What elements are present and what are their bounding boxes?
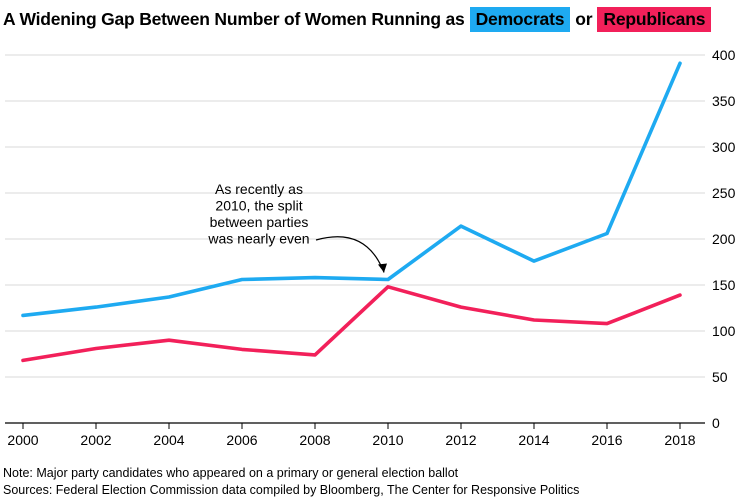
republicans-legend-label: Republicans [597, 6, 712, 32]
y-tick-label-350: 350 [712, 93, 736, 109]
x-tick-label-2016: 2016 [591, 432, 622, 448]
x-tick-label-2004: 2004 [153, 432, 184, 448]
y-tick-label-400: 400 [712, 47, 736, 63]
footer-note: Note: Major party candidates who appeare… [3, 466, 459, 480]
democrats-legend-label: Democrats [469, 6, 571, 32]
x-tick-label-2000: 2000 [7, 432, 38, 448]
x-tick-label-2008: 2008 [299, 432, 330, 448]
annotation-line-2: 2010, the split [215, 198, 302, 214]
y-tick-label-0: 0 [712, 415, 720, 431]
footer-sources: Sources: Federal Election Commission dat… [3, 483, 580, 497]
annotation-line-4: was nearly even [207, 231, 309, 247]
title-prefix: A Widening Gap Between Number of Women R… [3, 8, 465, 29]
annotation-arrow [315, 236, 385, 273]
annotation-line-1: As recently as [215, 181, 303, 197]
y-tick-label-100: 100 [712, 323, 736, 339]
y-axis-tick-labels: 0 50 100 150 200 250 300 350 400 [712, 47, 736, 431]
x-tick-label-2014: 2014 [518, 432, 549, 448]
chart-title: A Widening Gap Between Number of Women R… [3, 6, 712, 32]
x-tick-label-2012: 2012 [445, 432, 476, 448]
annotation-line-3: between parties [210, 214, 309, 230]
y-tick-label-200: 200 [712, 231, 736, 247]
series-line-democrats [21, 61, 682, 318]
series-lines [21, 61, 682, 363]
y-tick-label-250: 250 [712, 185, 736, 201]
x-tick-label-2010: 2010 [372, 432, 403, 448]
title-connector: or [575, 8, 593, 29]
series-line-republicans [21, 284, 682, 363]
annotation-arrowhead [378, 263, 387, 273]
x-tick-label-2002: 2002 [80, 432, 111, 448]
gridlines [5, 54, 705, 378]
x-tick-label-2018: 2018 [664, 432, 695, 448]
y-tick-label-50: 50 [712, 369, 728, 385]
x-tick-label-2006: 2006 [226, 432, 257, 448]
y-tick-label-300: 300 [712, 139, 736, 155]
y-tick-label-150: 150 [712, 277, 736, 293]
x-axis: 2000 2002 2004 2006 2008 2010 2012 2014 2016 2018 [5, 422, 705, 448]
